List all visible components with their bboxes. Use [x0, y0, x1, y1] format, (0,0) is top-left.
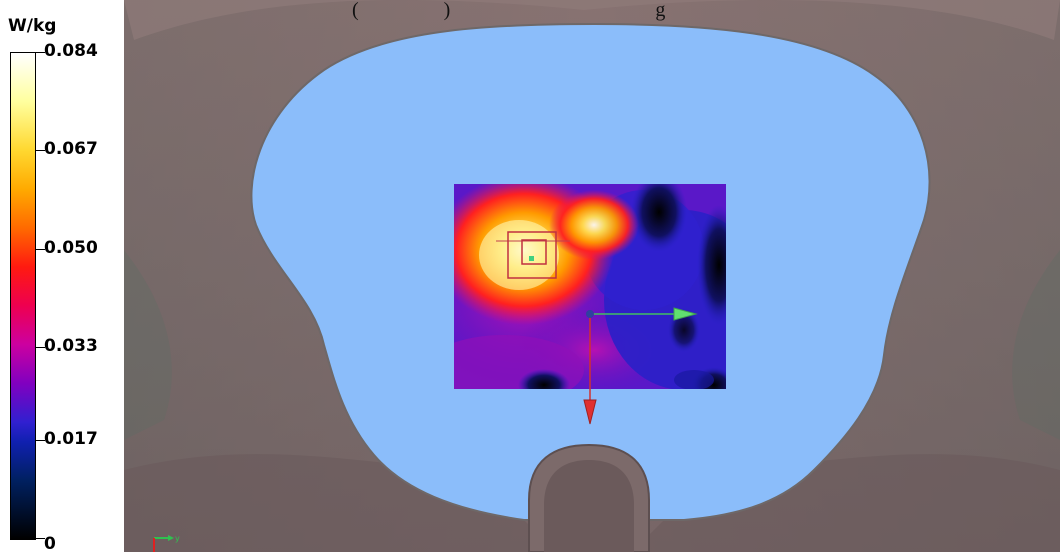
legend-tick-label: 0.067 — [44, 139, 98, 159]
scene-svg: y — [124, 0, 1060, 552]
legend-tick-label: 0.017 — [44, 429, 98, 449]
legend-tick-label: 0 — [44, 534, 56, 554]
legend-tick-mark — [35, 52, 45, 53]
3d-viewport[interactable]: y ( ) g — [124, 0, 1060, 552]
title-text-fragment: ( ) g — [352, 0, 666, 21]
tissue-top-ridge — [124, 0, 1060, 40]
color-scale-legend: W/kg 0.084 0.067 0.050 0.033 0.017 0 — [0, 0, 124, 554]
legend-tick-label: 0.084 — [44, 41, 98, 61]
legend-tick-mark — [35, 538, 45, 539]
legend-tick-mark — [35, 249, 45, 250]
sar-distribution-map — [454, 184, 726, 389]
axis-x-arrowhead — [673, 307, 698, 321]
probe-mount-inner — [544, 460, 634, 552]
legend-tick-mark — [35, 347, 45, 348]
legend-unit-label: W/kg — [8, 16, 57, 36]
zoom-scan-inner-box — [521, 239, 547, 265]
zoom-scan-outer-box — [507, 231, 557, 279]
tissue-right-shade — [1012, 250, 1060, 440]
orientation-triad: y — [153, 534, 180, 552]
triad-y-label: y — [175, 534, 180, 543]
legend-tick-label: 0.033 — [44, 336, 98, 356]
legend-tick-label: 0.050 — [44, 238, 98, 258]
legend-tick-mark — [35, 440, 45, 441]
tissue-left-shade — [124, 250, 172, 440]
peak-marker — [529, 256, 534, 261]
color-scale-bar — [10, 52, 36, 540]
legend-tick-mark — [35, 150, 45, 151]
axis-z-arrowhead — [583, 399, 597, 425]
axis-origin — [586, 310, 594, 318]
